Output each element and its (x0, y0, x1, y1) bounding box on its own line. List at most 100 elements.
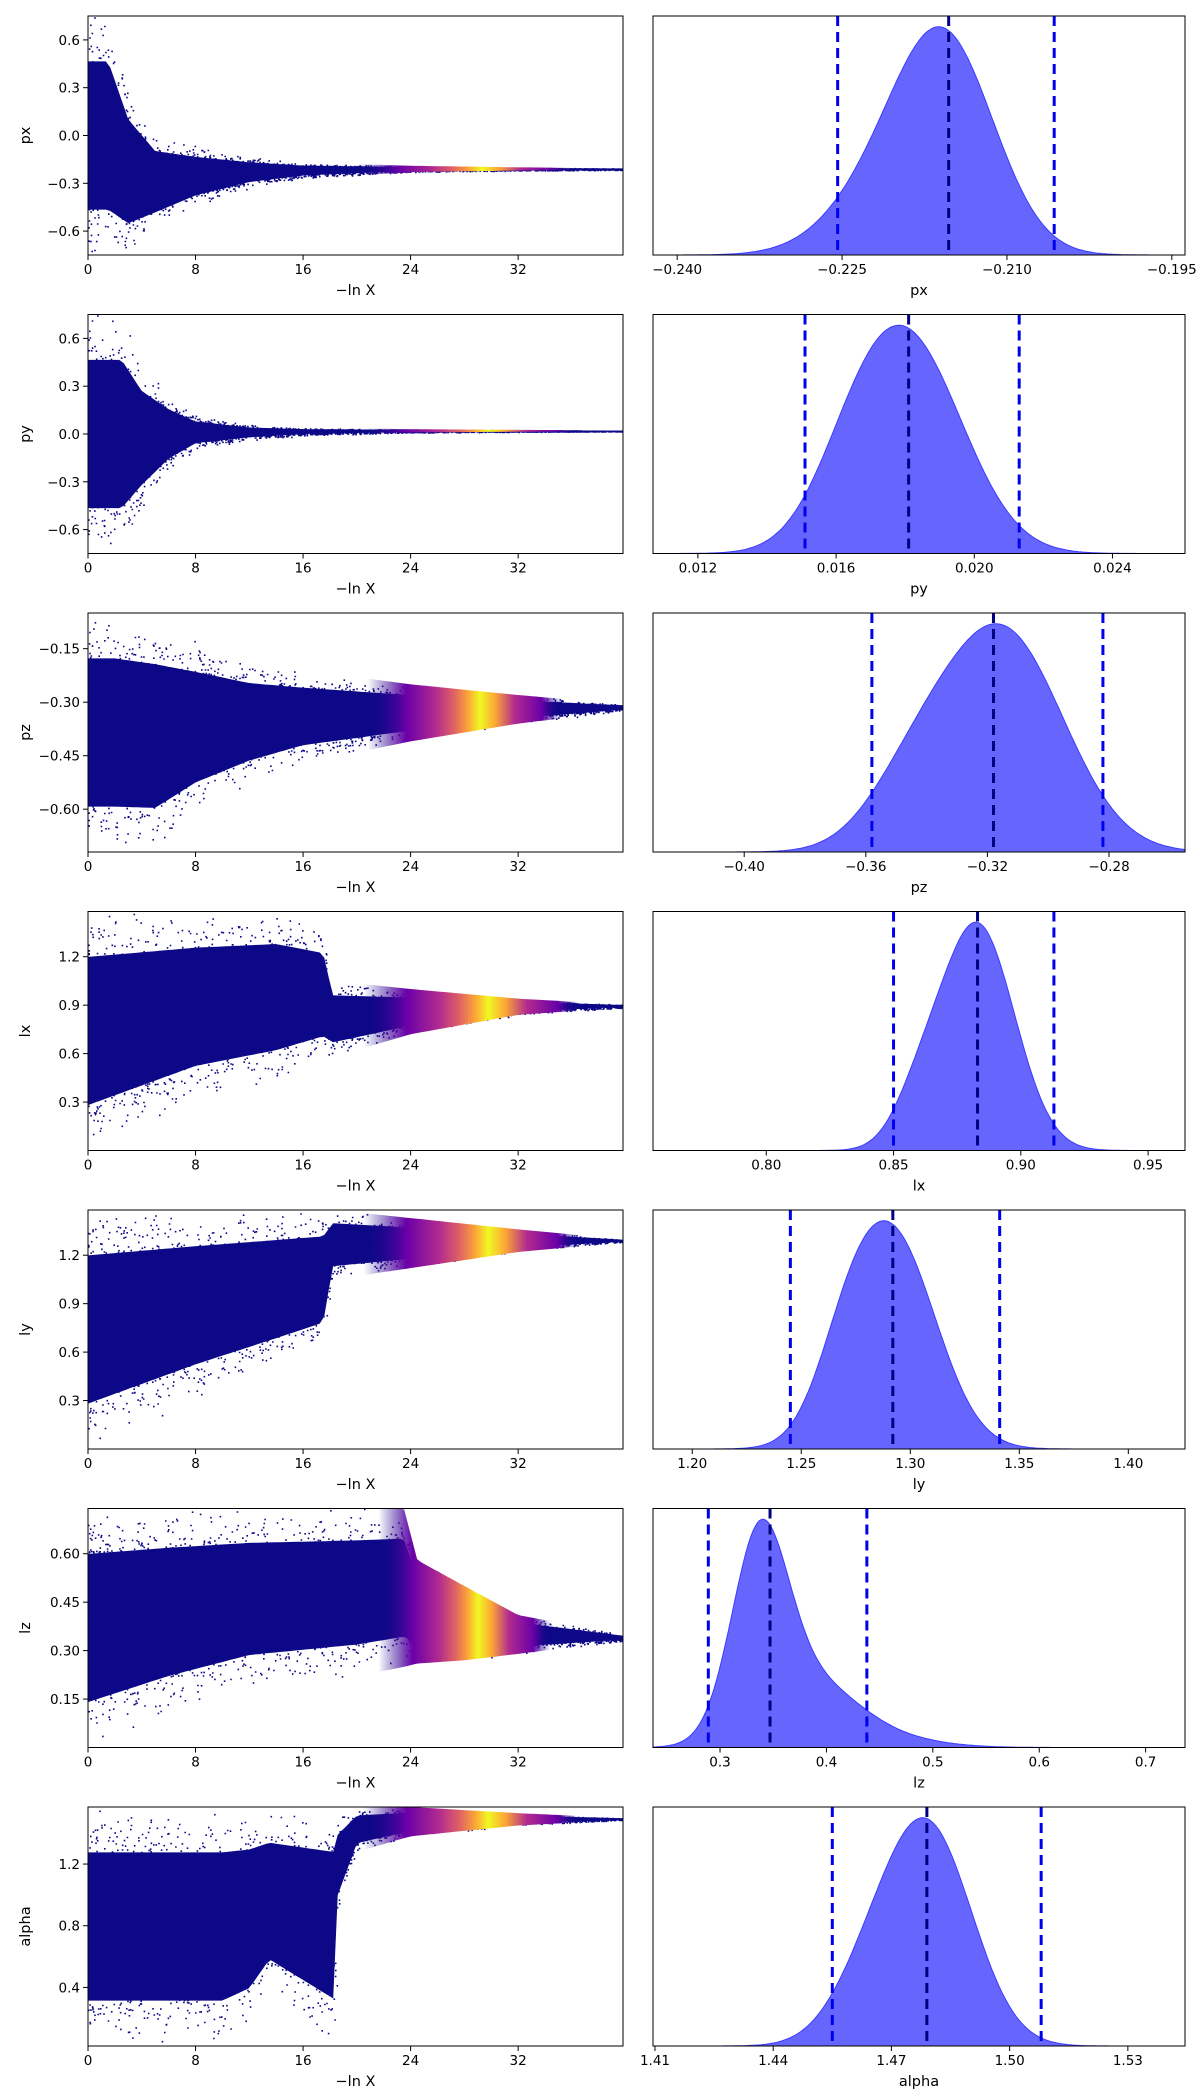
trace-xtick-label: 0 (84, 859, 93, 875)
trace-ytick-label: −0.3 (47, 475, 80, 491)
posterior-panel-alpha: 1.41 1.44 1.47 1.50 1.53 alpha (640, 1806, 1186, 2090)
posterior-axes-frame (652, 911, 1186, 1151)
posterior-xtick-label: 1.53 (1113, 2053, 1143, 2069)
trace-ytick-label: 0.9 (59, 998, 80, 1014)
trace-xtick-label: 8 (191, 262, 200, 278)
posterior-panel-pz: −0.40 −0.36 −0.32 −0.28 pz (652, 612, 1186, 896)
trace-posterior-mass (378, 1508, 551, 1672)
trace-ytick-label: 0.4 (59, 1980, 80, 1996)
posterior-density-area (653, 921, 1185, 1151)
posterior-xtick-label: −0.36 (845, 859, 886, 875)
trace-points-pz (88, 622, 623, 844)
trace-ytick-label: 0.3 (59, 379, 80, 395)
posterior-density-area (653, 1817, 1185, 2047)
trace-core-band (88, 61, 623, 224)
trace-ytick-label: 0.45 (50, 1595, 80, 1611)
trace-ytick-label: 0.0 (59, 129, 80, 145)
trace-axes-frame (87, 15, 624, 256)
posterior-xtick-label: −0.195 (1147, 262, 1197, 278)
trace-xtick-label: 24 (402, 1158, 419, 1174)
trace-xtick-label: 32 (510, 859, 527, 875)
posterior-axes-frame (652, 1209, 1186, 1450)
trace-xtick-label: 24 (402, 859, 419, 875)
trace-xtick-label: 8 (191, 1755, 200, 1771)
posterior-panel-ly: 1.20 1.25 1.30 1.35 1.40 ly (652, 1209, 1186, 1493)
posterior-xtick-label: 0.020 (955, 561, 994, 577)
posterior-panel-lz: 0.3 0.4 0.5 0.6 0.7 lz (652, 1508, 1186, 1792)
trace-axes-frame (87, 1806, 624, 2047)
posterior-xlabel: px (910, 283, 928, 299)
trace-xtick-label: 8 (191, 1158, 200, 1174)
posterior-panel-px: −0.240 −0.225 −0.210 −0.195 px (652, 15, 1197, 299)
trace-xtick-label: 0 (84, 2053, 93, 2069)
trace-xtick-label: 16 (294, 1755, 311, 1771)
trace-core-band (88, 359, 623, 509)
trace-core-band (88, 1223, 623, 1404)
posterior-xtick-label: −0.225 (817, 262, 867, 278)
trace-xtick-label: 32 (510, 2053, 527, 2069)
trace-xtick-label: 0 (84, 1456, 93, 1472)
trace-xlabel: −ln X (336, 582, 376, 598)
trace-points-py (88, 315, 623, 545)
trace-xlabel: −ln X (336, 283, 376, 299)
posterior-xtick-label: −0.210 (982, 262, 1032, 278)
posterior-xtick-label: 0.90 (1006, 1158, 1036, 1174)
trace-axes-frame (87, 1508, 624, 1748)
trace-ytick-label: 0.8 (59, 1919, 80, 1935)
trace-xlabel: −ln X (336, 880, 376, 896)
trace-xtick-label: 24 (402, 561, 419, 577)
trace-xtick-label: 0 (84, 1755, 93, 1771)
trace-ytick-label: 1.2 (59, 950, 80, 966)
trace-panel-alpha: 0 8 16 24 32 0.4 0.8 1.2 −ln X alpha (18, 1806, 624, 2090)
trace-xtick-label: 8 (191, 2053, 200, 2069)
trace-sample-points (88, 622, 623, 844)
posterior-axes-frame (652, 1806, 1186, 2047)
trace-ytick-label: 1.2 (59, 1857, 80, 1873)
trace-xlabel: −ln X (336, 2074, 376, 2090)
trace-xtick-label: 32 (510, 561, 527, 577)
trace-xtick-label: 16 (294, 1158, 311, 1174)
trace-points-alpha (88, 1807, 623, 2043)
posterior-xlabel: lx (913, 1179, 926, 1195)
trace-panel-ly: 0 8 16 24 32 0.3 0.6 0.9 1.2 −ln X ly (18, 1209, 624, 1493)
posterior-axes-frame (652, 1508, 1186, 1748)
trace-xtick-label: 8 (191, 1456, 200, 1472)
trace-ylabel: px (18, 126, 34, 144)
trace-xtick-label: 16 (294, 561, 311, 577)
trace-xtick-label: 24 (402, 1456, 419, 1472)
posterior-xlabel: lz (913, 1776, 925, 1792)
trace-panel-px: 0 8 16 24 32 −0.6 −0.3 0.0 0.3 0.6 −ln X px (18, 15, 624, 299)
trace-ytick-label: 0.3 (59, 1095, 80, 1111)
trace-ylabel: lx (18, 1024, 34, 1037)
trace-xtick-label: 0 (84, 1158, 93, 1174)
trace-points-lz (88, 1508, 623, 1738)
trace-ytick-label: 0.6 (59, 33, 80, 49)
trace-ytick-label: −0.45 (39, 749, 80, 765)
trace-panel-pz: 0 8 16 24 32 −0.60 −0.45 −0.30 −0.15 −ln X pz (18, 612, 624, 896)
posterior-xtick-label: 1.50 (995, 2053, 1025, 2069)
trace-xtick-label: 16 (294, 262, 311, 278)
trace-ytick-label: −0.15 (39, 642, 80, 658)
trace-xtick-label: 24 (402, 1755, 419, 1771)
trace-axes-frame (87, 1209, 624, 1450)
panel-row-px: 0 8 16 24 32−0.6−0.30.00.30.6−ln Xpx−0.240 −0… (18, 15, 1197, 299)
trace-ylabel: pz (18, 724, 34, 741)
trace-panel-py: 0 8 16 24 32 −0.6 −0.3 0.0 0.3 0.6 −ln X py (18, 314, 624, 598)
trace-ytick-label: −0.6 (47, 224, 80, 240)
trace-xtick-label: 8 (191, 859, 200, 875)
trace-ytick-label: 0.3 (59, 1394, 80, 1410)
posterior-xtick-label: 1.41 (640, 2053, 670, 2069)
posterior-axes-frame (652, 314, 1186, 554)
posterior-xtick-label: 1.44 (758, 2053, 788, 2069)
trace-core-band (88, 658, 623, 808)
trace-xtick-label: 0 (84, 262, 93, 278)
trace-xtick-label: 32 (510, 262, 527, 278)
trace-xtick-label: 16 (294, 859, 311, 875)
posterior-xtick-label: 0.7 (1135, 1755, 1156, 1771)
trace-ytick-label: 0.9 (59, 1297, 80, 1313)
posterior-xtick-label: −0.240 (652, 262, 702, 278)
trace-points-lx (88, 913, 623, 1136)
posterior-xtick-label: 1.20 (677, 1456, 707, 1472)
